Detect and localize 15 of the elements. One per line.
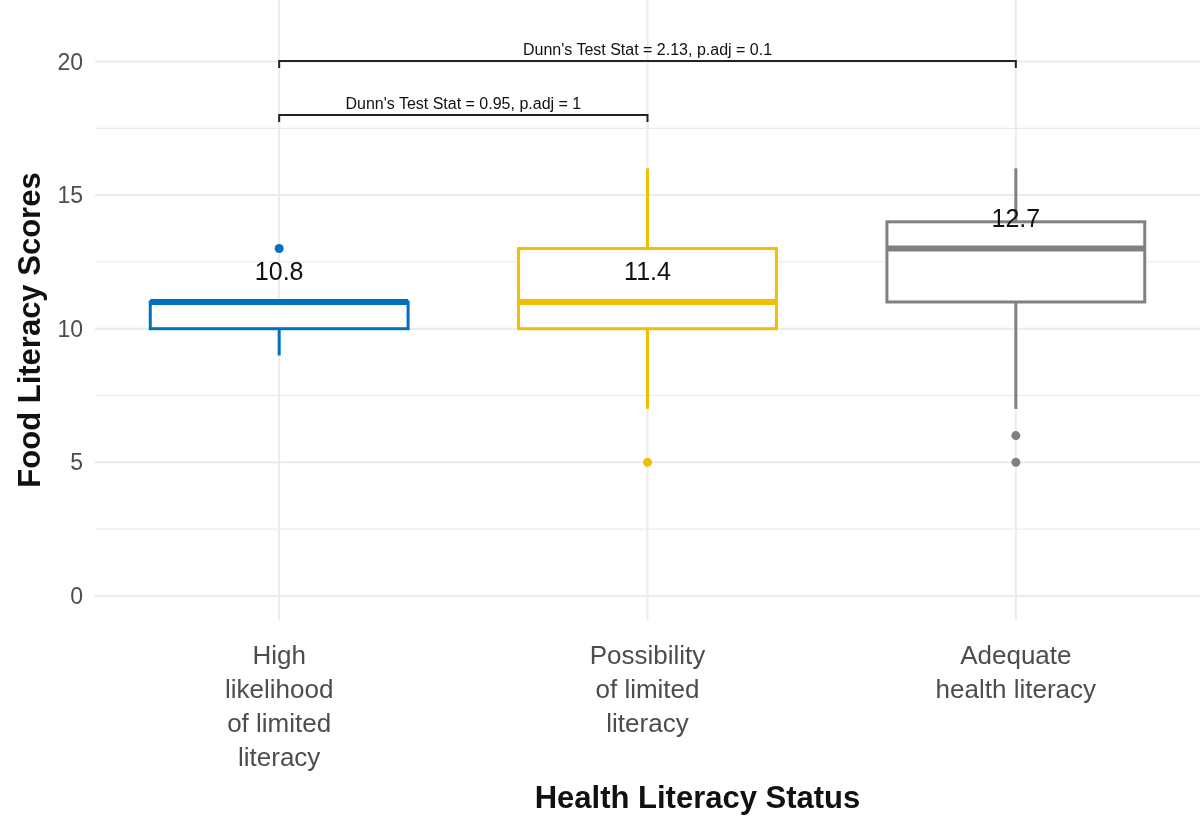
y-tick-label: 5 [70, 449, 83, 476]
x-tick-label: Adequate health literacy [935, 640, 1097, 704]
annotation: Dunn's Test Stat = 2.13, p.adj = 0.1 [522, 41, 773, 58]
annotation: Dunn's Test Stat = 0.95, p.adj = 1 [345, 95, 582, 112]
annotation: 12.7 [991, 203, 1041, 232]
y-tick-label: 10 [57, 315, 83, 342]
annotation: 11.4 [624, 256, 671, 285]
y-tick-label: 15 [57, 182, 83, 209]
y-tick-label: 0 [70, 583, 83, 609]
x-tick-label: Possibility of limited literacy [589, 640, 706, 738]
annotation: 10.8 [254, 256, 304, 285]
x-tick-label: High likelihood of limited literacy [224, 640, 334, 772]
y-axis-title: Food Literacy Scores [12, 172, 47, 488]
x-axis-title: Health Literacy Status [534, 780, 861, 815]
y-tick-label: 20 [57, 48, 83, 75]
